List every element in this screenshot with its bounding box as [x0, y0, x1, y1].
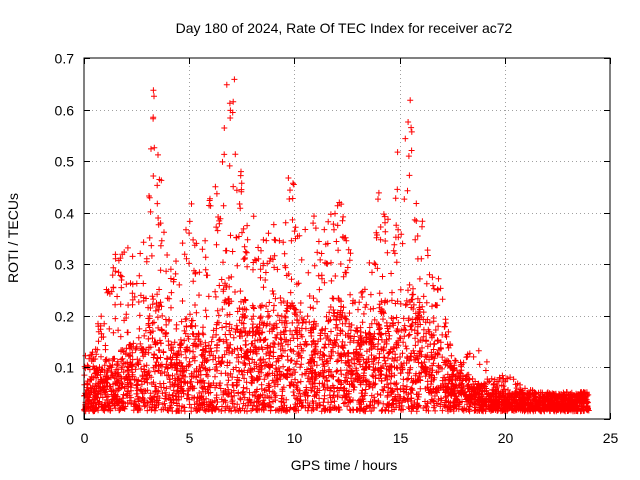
axis-ticks	[84, 58, 611, 420]
data-points	[81, 76, 592, 415]
y-tick-labels: 0 0.1 0.2 0.3 0.4 0.5 0.6 0.7	[55, 51, 75, 428]
y-tick-label: 0.2	[55, 309, 75, 325]
x-axis-label: GPS time / hours	[291, 457, 398, 473]
y-tick-label: 0.7	[55, 51, 75, 67]
y-tick-label: 0	[66, 412, 74, 428]
y-tick-label: 0.6	[55, 103, 75, 119]
y-axis-label: ROTI / TECUs	[5, 193, 21, 283]
x-tick-label: 25	[603, 430, 619, 446]
y-tick-label: 0.3	[55, 257, 75, 273]
y-tick-label: 0.1	[55, 360, 75, 376]
roti-point-markers	[81, 76, 592, 415]
y-tick-label: 0.5	[55, 154, 75, 170]
x-tick-label: 5	[186, 430, 194, 446]
x-tick-label: 10	[287, 430, 303, 446]
x-tick-labels: 0 5 10 15 20 25	[81, 430, 619, 446]
y-tick-label: 0.4	[55, 206, 75, 222]
x-tick-label: 0	[81, 430, 89, 446]
grid-lines	[84, 58, 610, 419]
plot-frame	[83, 57, 611, 420]
x-tick-label: 15	[393, 430, 409, 446]
x-tick-label: 20	[498, 430, 514, 446]
chart-title: Day 180 of 2024, Rate Of TEC Index for r…	[176, 20, 513, 36]
